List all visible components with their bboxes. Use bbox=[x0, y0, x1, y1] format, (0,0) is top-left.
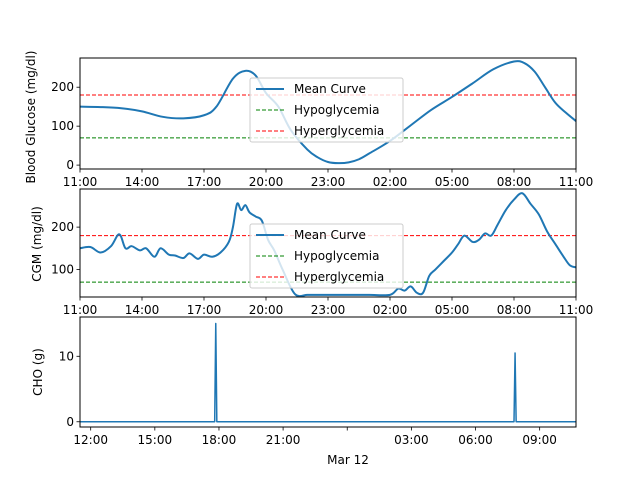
y-tick-label-0-1: 100 bbox=[51, 119, 74, 133]
axes-frame-2 bbox=[79, 316, 577, 428]
x-tick-label-1-2: 17:00 bbox=[187, 303, 222, 317]
y-tick-label-2-1: 10 bbox=[59, 349, 74, 363]
x-tick-label-1-1: 14:00 bbox=[125, 303, 160, 317]
y-tick-label-1-1: 200 bbox=[51, 220, 74, 234]
x-tick-label-1-5: 02:00 bbox=[373, 303, 408, 317]
series-line-2-0 bbox=[80, 322, 576, 423]
x-tick-label-1-0: 11:00 bbox=[63, 303, 98, 317]
x-tick-label-2-2: 18:00 bbox=[202, 433, 237, 447]
legend-box-0 bbox=[249, 77, 404, 143]
x-tick-label-0-4: 23:00 bbox=[311, 175, 346, 189]
x-tick-label-0-6: 05:00 bbox=[435, 175, 470, 189]
series-line-1-0 bbox=[79, 192, 577, 298]
x-tick-label-1-4: 23:00 bbox=[311, 303, 346, 317]
cgm-axis-label: CGM (mg/dl) bbox=[30, 206, 44, 282]
y-tick-label-0-2: 200 bbox=[51, 80, 74, 94]
legend-0: Mean Curve Hypoglycemia Hyperglycemia bbox=[249, 77, 404, 143]
x-tick-label-0-3: 20:00 bbox=[249, 175, 284, 189]
x-tick-label-1-8: 11:00 bbox=[559, 303, 594, 317]
legend-label-1-2: Hyperglycemia bbox=[294, 270, 384, 284]
cho-x-axis-label: Mar 12 bbox=[327, 453, 369, 467]
legend-box-1 bbox=[249, 223, 404, 289]
x-tick-label-0-0: 11:00 bbox=[63, 175, 98, 189]
y-tick-label-1-0: 100 bbox=[51, 262, 74, 276]
x-tick-label-1-7: 08:00 bbox=[497, 303, 532, 317]
y-tick-label-2-0: 0 bbox=[66, 415, 74, 429]
x-tick-label-0-2: 17:00 bbox=[187, 175, 222, 189]
x-tick-label-2-1: 15:00 bbox=[138, 433, 173, 447]
cho-panel: 0 10 12:00 15:00 18:00 21:00 03:00 06:00 09:00 bbox=[59, 316, 577, 447]
x-tick-label-2-0: 12:00 bbox=[73, 433, 108, 447]
legend-label-0-0: Mean Curve bbox=[294, 82, 366, 96]
x-tick-label-2-5: 03:00 bbox=[394, 433, 429, 447]
blood-glucose-axis-label: Blood Glucose (mg/dl) bbox=[24, 51, 38, 184]
x-tick-label-2-3: 21:00 bbox=[266, 433, 301, 447]
x-tick-label-1-6: 05:00 bbox=[435, 303, 470, 317]
legend-label-0-1: Hypoglycemia bbox=[294, 103, 380, 117]
legend-label-1-1: Hypoglycemia bbox=[294, 249, 380, 263]
blood-glucose-panel: 0 100 200 11:00 14:00 17:00 20:00 23:00 02:00 05:… bbox=[51, 57, 594, 189]
y-tick-label-0-0: 0 bbox=[66, 158, 74, 172]
x-tick-label-0-1: 14:00 bbox=[125, 175, 160, 189]
x-tick-label-2-7: 09:00 bbox=[522, 433, 557, 447]
x-tick-label-0-8: 11:00 bbox=[559, 175, 594, 189]
x-tick-label-2-6: 06:00 bbox=[458, 433, 493, 447]
x-tick-label-1-3: 20:00 bbox=[249, 303, 284, 317]
x-tick-label-0-5: 02:00 bbox=[373, 175, 408, 189]
legend-label-0-2: Hyperglycemia bbox=[294, 124, 384, 138]
x-tick-label-0-7: 08:00 bbox=[497, 175, 532, 189]
legend-label-1-0: Mean Curve bbox=[294, 228, 366, 242]
series-line-0-0 bbox=[79, 60, 577, 165]
legend-1: Mean Curve Hypoglycemia Hyperglycemia bbox=[249, 223, 404, 289]
cgm-panel: 100 200 11:00 14:00 17:00 20:00 23:00 02:00 05:0… bbox=[51, 188, 594, 317]
cho-axis-label: CHO (g) bbox=[31, 348, 45, 396]
